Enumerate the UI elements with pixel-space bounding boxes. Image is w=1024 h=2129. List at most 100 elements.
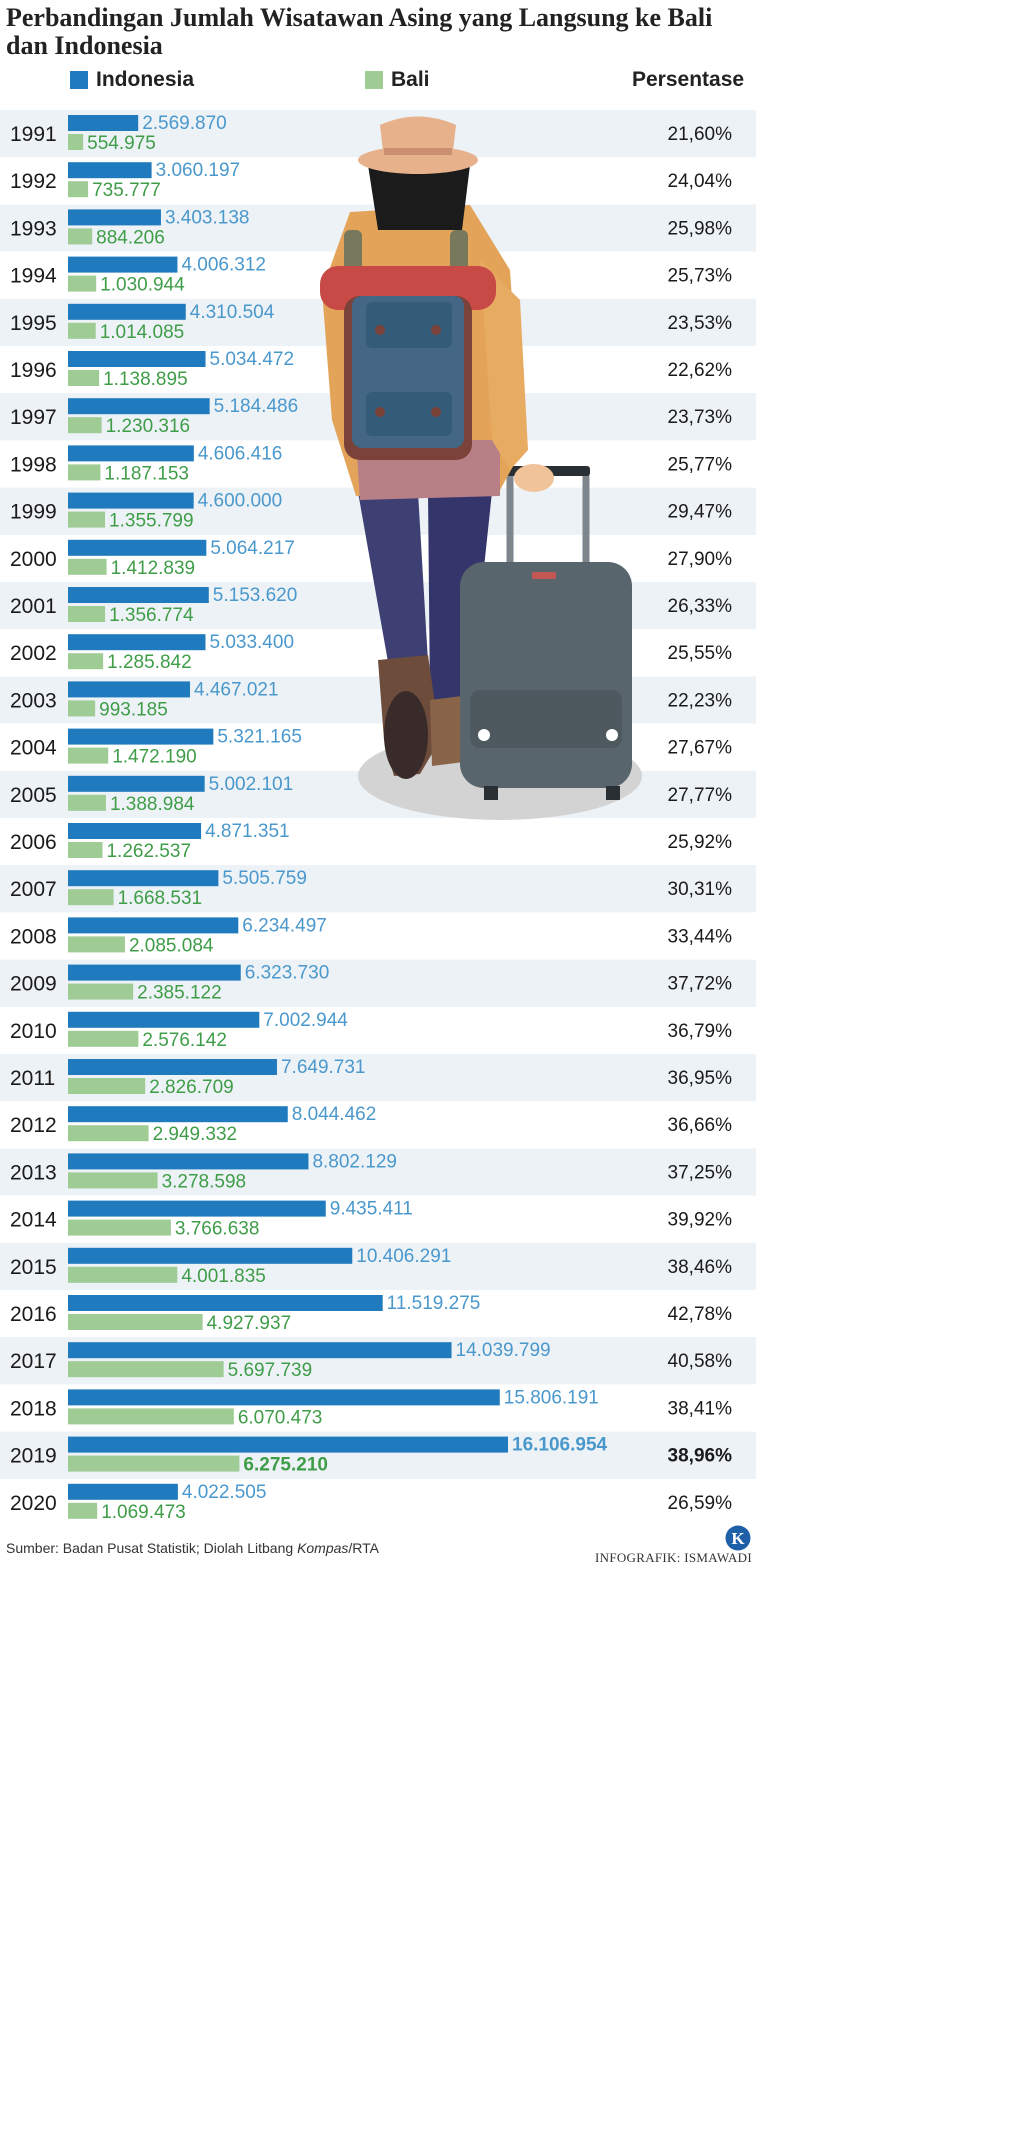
- percentage-label: 42,78%: [668, 1304, 733, 1325]
- value-label-bali: 1.014.085: [100, 322, 185, 343]
- legend-item-indonesia: Indonesia: [70, 68, 194, 92]
- year-label: 1993: [10, 217, 57, 240]
- value-label-bali: 1.230.316: [106, 416, 191, 437]
- bar-indonesia: [68, 351, 206, 367]
- value-label-indonesia: 7.649.731: [281, 1057, 366, 1078]
- value-label-indonesia: 10.406.291: [356, 1246, 451, 1267]
- bar-indonesia: [68, 492, 194, 509]
- source-italic: Kompas: [297, 1540, 349, 1556]
- year-label: 2016: [10, 1303, 57, 1326]
- bar-indonesia: [68, 1295, 383, 1311]
- legend-item-bali: Bali: [365, 68, 430, 92]
- value-label-indonesia: 8.044.462: [292, 1104, 377, 1125]
- legend-persentase-header: Persentase: [632, 68, 744, 92]
- percentage-label: 27,90%: [668, 549, 733, 570]
- value-label-indonesia: 4.006.312: [181, 255, 266, 276]
- bar-indonesia: [68, 1153, 309, 1170]
- percentage-label: 24,04%: [668, 171, 733, 192]
- value-label-bali: 1.187.153: [104, 463, 189, 484]
- infographic-credit: INFOGRAFIK: ISMAWADI: [595, 1550, 752, 1565]
- value-label-bali: 6.070.473: [238, 1407, 323, 1428]
- value-label-indonesia: 4.467.021: [194, 679, 279, 700]
- percentage-label: 25,98%: [668, 218, 733, 239]
- value-label-bali: 993.185: [99, 699, 168, 720]
- percentage-label: 38,41%: [668, 1398, 733, 1419]
- value-label-indonesia: 5.153.620: [213, 585, 298, 606]
- value-label-bali: 735.777: [92, 180, 161, 201]
- bar-indonesia: [68, 1247, 353, 1264]
- bar-indonesia: [68, 209, 161, 226]
- bar-indonesia: [68, 917, 239, 934]
- value-label-indonesia: 5.321.165: [217, 727, 302, 748]
- bar-indonesia: [68, 870, 219, 887]
- bar-indonesia: [68, 1106, 288, 1123]
- traveler-hair: [368, 165, 470, 230]
- value-label-bali: 1.388.984: [110, 794, 195, 815]
- percentage-label: 25,73%: [668, 266, 733, 287]
- value-label-indonesia: 9.435.411: [330, 1199, 413, 1220]
- percentage-label: 23,73%: [668, 407, 733, 428]
- value-label-indonesia: 5.033.400: [209, 632, 294, 653]
- bar-bali: [68, 1314, 203, 1330]
- year-label: 2005: [10, 784, 57, 807]
- value-label-bali: 2.576.142: [142, 1030, 227, 1051]
- bar-bali: [68, 889, 114, 906]
- percentage-label: 36,79%: [668, 1021, 733, 1042]
- bar-bali: [68, 1361, 224, 1378]
- year-label: 2003: [10, 689, 57, 712]
- percentage-label: 26,59%: [668, 1493, 733, 1514]
- bar-bali: [68, 700, 96, 717]
- backpack-buckle: [375, 407, 385, 417]
- value-label-indonesia: 8.802.129: [312, 1151, 397, 1172]
- bar-indonesia: [68, 681, 191, 698]
- value-label-indonesia: 4.606.416: [198, 443, 283, 464]
- value-label-bali: 2.085.084: [129, 935, 214, 956]
- bar-bali: [68, 181, 89, 198]
- bar-indonesia: [68, 587, 209, 603]
- bar-indonesia: [68, 115, 139, 131]
- value-label-indonesia: 5.064.217: [210, 538, 295, 559]
- bar-indonesia: [68, 303, 186, 320]
- value-label-bali: 884.206: [96, 227, 165, 248]
- value-label-bali: 1.668.531: [118, 888, 203, 909]
- bar-bali: [68, 794, 106, 811]
- percentage-label: 38,96%: [668, 1446, 733, 1467]
- year-label: 2007: [10, 878, 57, 901]
- bar-bali: [68, 511, 106, 528]
- value-label-bali: 2.949.332: [153, 1124, 238, 1145]
- percentage-label: 23,53%: [668, 313, 733, 334]
- percentage-label: 39,92%: [668, 1210, 733, 1231]
- value-label-bali: 1.138.895: [103, 369, 188, 390]
- chart-title: Perbandingan Jumlah Wisatawan Asing yang…: [6, 3, 713, 60]
- percentage-label: 40,58%: [668, 1351, 733, 1372]
- bar-bali: [68, 275, 97, 292]
- bar-bali: [68, 1219, 171, 1236]
- value-label-indonesia: 5.034.472: [210, 349, 295, 370]
- bar-indonesia: [68, 728, 214, 745]
- year-label: 2006: [10, 831, 57, 854]
- suitcase-wheel: [478, 729, 490, 741]
- value-label-bali: 3.766.638: [175, 1219, 260, 1240]
- value-label-bali: 4.001.835: [181, 1266, 266, 1287]
- source-suffix: /RTA: [348, 1540, 380, 1556]
- bar-bali: [68, 653, 104, 670]
- bar-bali: [68, 228, 93, 245]
- percentage-label: 22,62%: [668, 360, 733, 381]
- value-label-bali: 6.275.210: [243, 1455, 328, 1476]
- value-label-bali: 5.697.739: [228, 1360, 313, 1381]
- value-label-indonesia: 4.310.504: [190, 302, 275, 323]
- percentage-label: 25,77%: [668, 454, 733, 475]
- bar-indonesia: [68, 1389, 500, 1406]
- year-label: 1999: [10, 501, 57, 524]
- percentage-label: 25,55%: [668, 643, 733, 664]
- value-label-indonesia: 4.600.000: [198, 491, 283, 512]
- bar-indonesia: [68, 1059, 277, 1075]
- hat-band: [384, 148, 452, 155]
- year-label: 1997: [10, 406, 57, 429]
- percentage-label: 36,66%: [668, 1115, 733, 1136]
- suitcase-body: [460, 562, 632, 788]
- backpack-bottom-pocket: [366, 392, 452, 436]
- bar-indonesia: [68, 1483, 178, 1500]
- value-label-bali: 2.826.709: [149, 1077, 234, 1098]
